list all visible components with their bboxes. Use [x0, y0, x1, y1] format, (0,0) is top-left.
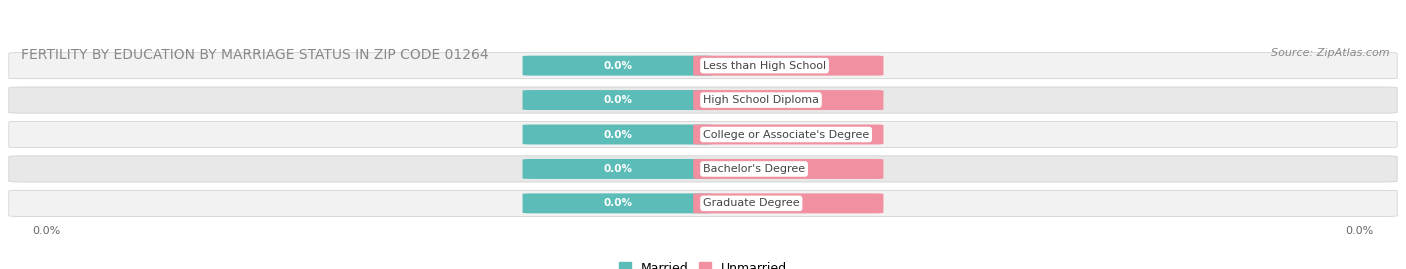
Text: High School Diploma: High School Diploma	[703, 95, 820, 105]
Text: 0.0%: 0.0%	[603, 95, 633, 105]
FancyBboxPatch shape	[693, 125, 883, 144]
FancyBboxPatch shape	[523, 159, 713, 179]
Text: 0.0%: 0.0%	[773, 198, 803, 208]
FancyBboxPatch shape	[693, 56, 883, 76]
Text: Bachelor's Degree: Bachelor's Degree	[703, 164, 806, 174]
Legend: Married, Unmarried: Married, Unmarried	[613, 257, 793, 269]
Text: Source: ZipAtlas.com: Source: ZipAtlas.com	[1271, 48, 1389, 58]
FancyBboxPatch shape	[693, 193, 883, 213]
Text: 0.0%: 0.0%	[603, 198, 633, 208]
Text: 0.0%: 0.0%	[603, 61, 633, 71]
Text: Graduate Degree: Graduate Degree	[703, 198, 800, 208]
Text: 0.0%: 0.0%	[773, 61, 803, 71]
FancyBboxPatch shape	[523, 56, 713, 76]
FancyBboxPatch shape	[693, 159, 883, 179]
Text: 0.0%: 0.0%	[773, 95, 803, 105]
Text: 0.0%: 0.0%	[773, 129, 803, 140]
Text: 0.0%: 0.0%	[603, 164, 633, 174]
Text: Less than High School: Less than High School	[703, 61, 827, 71]
Text: College or Associate's Degree: College or Associate's Degree	[703, 129, 869, 140]
Text: 0.0%: 0.0%	[603, 129, 633, 140]
FancyBboxPatch shape	[8, 190, 1398, 217]
Text: FERTILITY BY EDUCATION BY MARRIAGE STATUS IN ZIP CODE 01264: FERTILITY BY EDUCATION BY MARRIAGE STATU…	[21, 48, 488, 62]
FancyBboxPatch shape	[8, 156, 1398, 182]
FancyBboxPatch shape	[8, 52, 1398, 79]
FancyBboxPatch shape	[8, 87, 1398, 113]
Text: 0.0%: 0.0%	[773, 164, 803, 174]
FancyBboxPatch shape	[8, 121, 1398, 148]
FancyBboxPatch shape	[523, 90, 713, 110]
FancyBboxPatch shape	[523, 193, 713, 213]
FancyBboxPatch shape	[523, 125, 713, 144]
FancyBboxPatch shape	[693, 90, 883, 110]
